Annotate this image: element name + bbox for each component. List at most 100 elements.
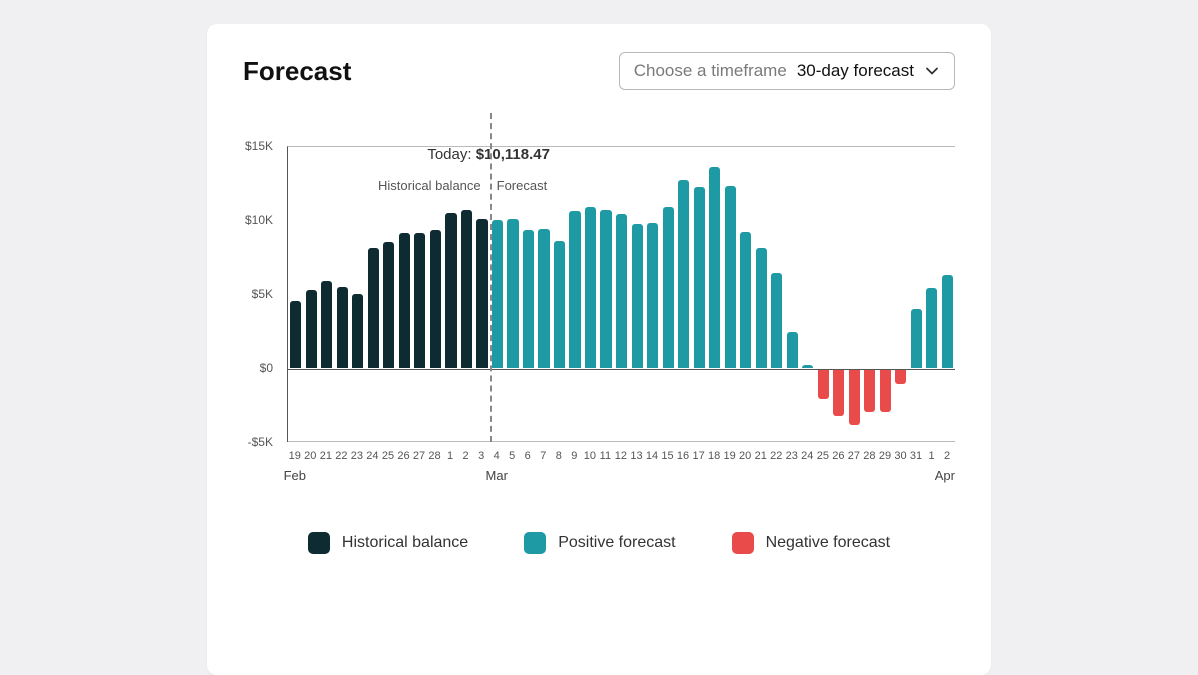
bar[interactable] xyxy=(538,229,549,368)
bar[interactable] xyxy=(632,224,643,368)
bar[interactable] xyxy=(585,207,596,368)
bar[interactable] xyxy=(290,301,301,368)
bar[interactable] xyxy=(321,281,332,368)
x-tick: 21 xyxy=(318,450,334,462)
bar[interactable] xyxy=(833,369,844,416)
bar[interactable] xyxy=(880,369,891,412)
bar-slot xyxy=(397,147,413,442)
bar[interactable] xyxy=(802,365,813,368)
bar[interactable] xyxy=(926,288,937,368)
bar[interactable] xyxy=(709,167,720,368)
plot-inner xyxy=(287,146,955,442)
timeframe-label: Choose a timeframe xyxy=(634,61,787,81)
bar-slot xyxy=(490,147,506,442)
plot: $15K$10K$5K$0-$5K 1920212223242526272812… xyxy=(243,146,955,486)
bar[interactable] xyxy=(523,230,534,368)
bar-slot xyxy=(769,147,785,442)
x-tick: 26 xyxy=(831,450,847,462)
x-tick: 30 xyxy=(893,450,909,462)
y-axis: $15K$10K$5K$0-$5K xyxy=(237,146,281,442)
x-tick: 7 xyxy=(536,450,552,462)
legend: Historical balancePositive forecastNegat… xyxy=(243,532,955,554)
x-tick: 28 xyxy=(427,450,443,462)
bar-slot xyxy=(583,147,599,442)
bar[interactable] xyxy=(771,273,782,368)
bar-slot xyxy=(459,147,475,442)
bar-slot xyxy=(521,147,537,442)
month-label: Mar xyxy=(486,468,508,483)
x-tick: 8 xyxy=(551,450,567,462)
bar[interactable] xyxy=(569,211,580,368)
bar-slot xyxy=(862,147,878,442)
bar[interactable] xyxy=(507,219,518,368)
bar-slot xyxy=(909,147,925,442)
bar-slot xyxy=(800,147,816,442)
bar-slot xyxy=(831,147,847,442)
x-tick: 21 xyxy=(753,450,769,462)
x-tick: 25 xyxy=(815,450,831,462)
legend-label: Positive forecast xyxy=(558,534,675,552)
legend-label: Historical balance xyxy=(342,534,468,552)
x-tick: 1 xyxy=(924,450,940,462)
bar[interactable] xyxy=(476,219,487,368)
bar[interactable] xyxy=(694,187,705,368)
bar-slot xyxy=(738,147,754,442)
bar-slot xyxy=(722,147,738,442)
bar[interactable] xyxy=(337,287,348,368)
y-tick: $10K xyxy=(245,213,281,227)
bar[interactable] xyxy=(368,248,379,368)
bar-slot xyxy=(335,147,351,442)
bar[interactable] xyxy=(352,294,363,368)
x-tick: 19 xyxy=(722,450,738,462)
x-tick: 24 xyxy=(800,450,816,462)
x-tick: 14 xyxy=(644,450,660,462)
bar[interactable] xyxy=(663,207,674,368)
x-tick: 2 xyxy=(939,450,955,462)
legend-item: Positive forecast xyxy=(524,532,675,554)
timeframe-select[interactable]: Choose a timeframe 30-day forecast xyxy=(619,52,955,90)
bars-container xyxy=(288,147,955,442)
bar[interactable] xyxy=(399,233,410,368)
bar[interactable] xyxy=(895,369,906,384)
bar[interactable] xyxy=(818,369,829,399)
bar[interactable] xyxy=(849,369,860,425)
bar[interactable] xyxy=(787,332,798,368)
bar[interactable] xyxy=(492,220,503,368)
bar[interactable] xyxy=(306,290,317,368)
card-header: Forecast Choose a timeframe 30-day forec… xyxy=(243,52,955,90)
x-tick: 16 xyxy=(675,450,691,462)
bar-slot xyxy=(319,147,335,442)
bar[interactable] xyxy=(616,214,627,368)
x-tick: 20 xyxy=(737,450,753,462)
legend-swatch xyxy=(308,532,330,554)
bar-slot xyxy=(629,147,645,442)
bar[interactable] xyxy=(942,275,953,368)
bar[interactable] xyxy=(461,210,472,368)
bar[interactable] xyxy=(554,241,565,368)
x-tick: 31 xyxy=(908,450,924,462)
bar[interactable] xyxy=(740,232,751,368)
bar[interactable] xyxy=(911,309,922,368)
bar[interactable] xyxy=(600,210,611,368)
bar[interactable] xyxy=(414,233,425,368)
bar[interactable] xyxy=(864,369,875,412)
x-tick: 28 xyxy=(862,450,878,462)
bar-slot xyxy=(443,147,459,442)
bar-slot xyxy=(366,147,382,442)
bar[interactable] xyxy=(725,186,736,368)
bar-slot xyxy=(691,147,707,442)
bar[interactable] xyxy=(647,223,658,368)
bar[interactable] xyxy=(430,230,441,368)
bar-slot xyxy=(304,147,320,442)
bar[interactable] xyxy=(445,213,456,368)
bar-slot xyxy=(598,147,614,442)
month-label: Apr xyxy=(935,468,955,483)
x-tick: 1 xyxy=(442,450,458,462)
bar[interactable] xyxy=(383,242,394,368)
bar-slot xyxy=(878,147,894,442)
bar-slot xyxy=(381,147,397,442)
x-tick: 11 xyxy=(598,450,614,462)
bar[interactable] xyxy=(756,248,767,368)
bar[interactable] xyxy=(678,180,689,368)
x-axis: 1920212223242526272812345678910111213141… xyxy=(287,450,955,462)
